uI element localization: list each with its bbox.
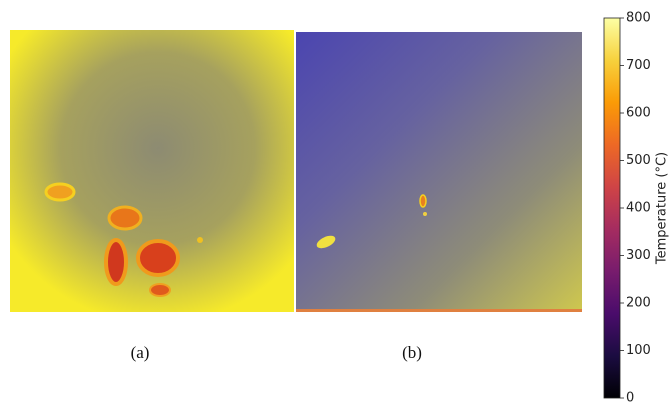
panel-b: (b) [296, 32, 582, 362]
tick-label: 0 [626, 391, 634, 406]
hot-spot [106, 240, 126, 284]
tick-label: 400 [626, 201, 651, 216]
hot-spot [423, 212, 427, 216]
panel-a: (a) [10, 30, 294, 362]
tick-label: 500 [626, 153, 651, 168]
panel-label: (b) [402, 343, 422, 362]
hot-spot [109, 207, 141, 229]
colorbar-label: Temperature (°C) [655, 152, 670, 265]
tick-label: 600 [626, 106, 651, 121]
hot-spot [138, 241, 178, 275]
hot-spot [150, 284, 170, 296]
edge [296, 309, 582, 312]
tick-label: 300 [626, 248, 651, 263]
tick-label: 100 [626, 343, 651, 358]
tick-label: 700 [626, 58, 651, 73]
thermal-image [296, 32, 582, 312]
hot-spot [197, 237, 203, 243]
hot-spot [46, 184, 74, 200]
figure: (a) (b) Temperature (°C) 0 100 200 300 400 50… [0, 0, 672, 408]
tick-label: 200 [626, 296, 651, 311]
tick-label: 800 [626, 11, 651, 26]
panel-label: (a) [131, 343, 150, 362]
colorbar: Temperature (°C) 0 100 200 300 400 500 600 700 8… [604, 11, 670, 406]
colorbar-scale [604, 18, 620, 398]
hot-spot [420, 195, 426, 207]
